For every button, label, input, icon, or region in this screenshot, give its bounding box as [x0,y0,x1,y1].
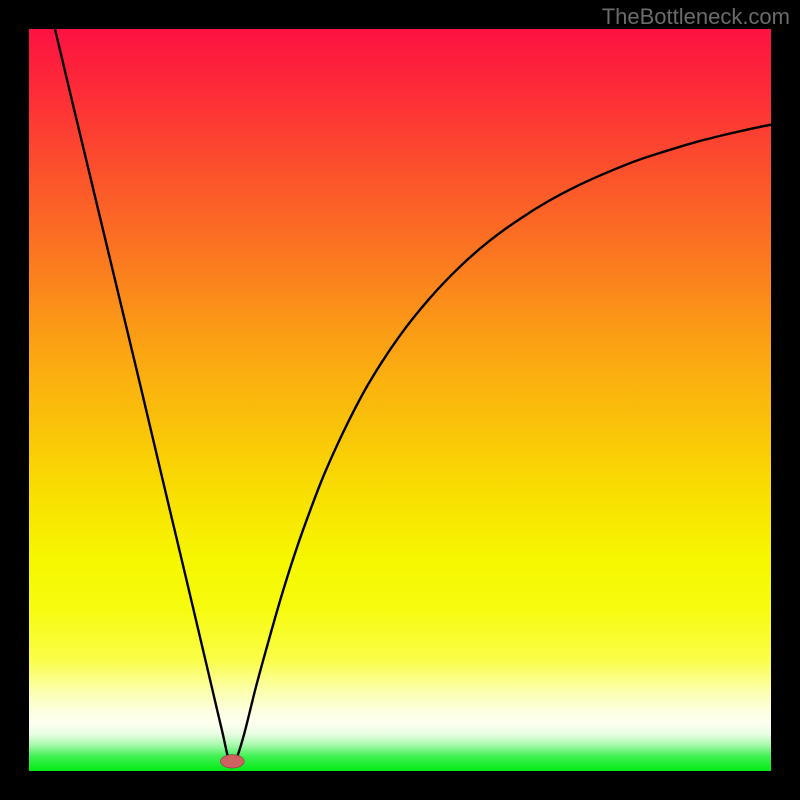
chart-container: TheBottleneck.com [0,0,800,800]
gradient-background [29,29,771,771]
plot-area [29,29,771,771]
chart-svg [29,29,771,771]
valley-marker [220,755,244,768]
watermark-text: TheBottleneck.com [602,4,790,30]
